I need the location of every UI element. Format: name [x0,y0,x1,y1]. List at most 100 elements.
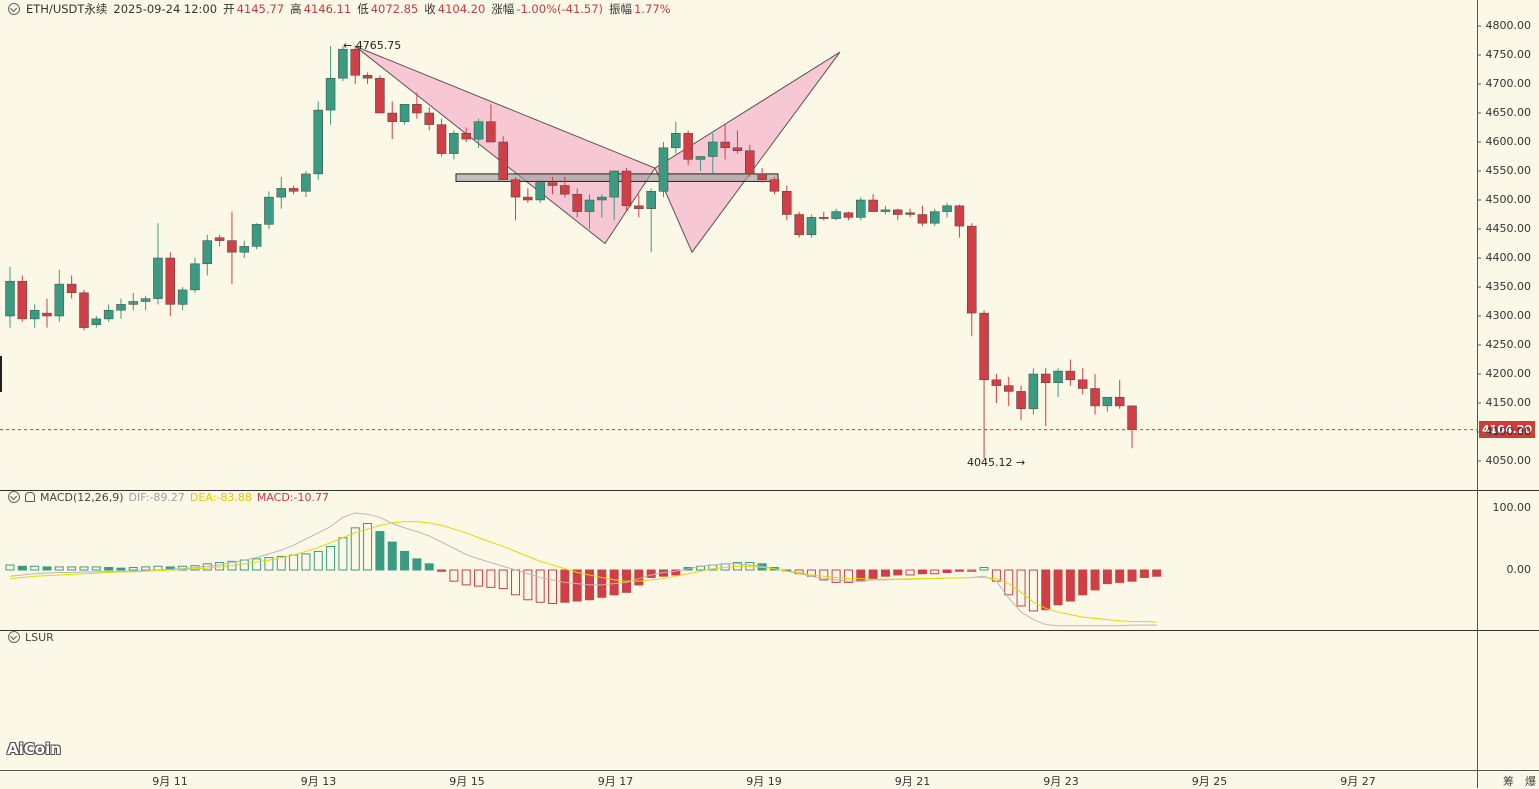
candle-body [350,48,360,76]
candle-body [140,298,151,302]
macd-bar [400,550,410,571]
candle-body [794,214,804,236]
macd-bar [128,567,138,571]
time-tick: 9月 25 [1191,775,1228,788]
collapse-toggle-icon[interactable] [8,3,20,15]
candle-body [671,133,681,149]
candle-body [116,304,126,311]
low-value: 4072.85 [370,2,419,16]
chip-label[interactable]: 筹 [1503,775,1514,788]
macd-bar [67,566,77,571]
candle-body [942,205,952,212]
macd-bar [1016,569,1026,607]
macd-bar [560,569,570,603]
macd-name[interactable]: MACD(12,26,9) [40,491,124,504]
macd-bar [363,523,373,571]
candle-body [1090,388,1100,407]
macd-bar [917,569,927,575]
candle-body [782,191,792,215]
price-tick: 4150.00 [1485,396,1532,409]
high-value: 4146.11 [303,2,352,16]
candle-body [523,196,533,201]
macd-bar [511,569,521,596]
candle-body [79,292,89,328]
macd-bar [313,550,323,571]
macd-bar [671,569,681,576]
liquidation-label[interactable]: 爆 [1525,775,1536,788]
macd-bar [42,566,52,571]
open-value: 4145.77 [236,2,285,16]
price-tick: 4800.00 [1485,19,1532,32]
macd-bar [1127,569,1137,582]
candle-body [547,182,558,186]
macd-bar [967,569,977,572]
candle-body [473,121,484,140]
macd-bar [474,569,484,587]
candle-body [375,77,385,114]
candle-body [819,217,829,219]
candle-body [301,173,311,192]
macd-bar [30,565,40,571]
change-label: 涨幅 [491,2,515,16]
macd-collapse-icon[interactable] [8,491,20,503]
time-tick: 9月 15 [449,775,485,788]
candle-body [708,141,718,157]
candle-body [486,121,496,143]
lsur-collapse-icon[interactable] [8,631,20,643]
lsur-name[interactable]: LSUR [25,631,54,644]
candle-body [5,280,15,317]
candle-body [646,191,656,209]
macd-tick: 100.00 [1492,501,1532,514]
candle-body [91,318,102,325]
candle-body [29,309,40,320]
candle-body [165,257,176,305]
edge-marker [0,356,2,392]
candle-body [190,263,200,291]
macd-bar [116,567,126,571]
candle-body [1016,391,1026,410]
candle-body [177,289,188,305]
macd-bar [387,541,397,571]
price-tick: 4400.00 [1485,251,1532,264]
candle-body [831,211,841,219]
open-label: 开 [223,2,235,16]
macd-bar [880,569,890,577]
candle-body [979,312,989,381]
macd-tick: 0.00 [1506,563,1532,576]
alert-bell-icon[interactable] [25,492,35,502]
candle-body [412,104,422,114]
macd-bar [843,569,853,583]
candle-body [695,156,706,160]
candle-body [325,77,336,111]
candle-body [769,179,780,192]
price-tick: 4650.00 [1485,106,1532,119]
macd-bar [1041,569,1051,611]
close-label: 收 [424,2,436,16]
price-tick: 4600.00 [1485,135,1532,148]
macd-dea: DEA:-83.88 [189,491,252,504]
candle-body [572,193,582,212]
candle-body [560,185,570,195]
macd-bar [17,565,27,571]
candle-body [683,133,693,160]
macd-bar [301,553,311,571]
symbol-name[interactable]: ETH/USDT永续 [26,2,108,16]
macd-bar [486,569,496,588]
macd-bar [856,569,866,582]
candle-body [930,211,940,224]
time-tick: 9月 11 [152,775,188,788]
macd-bar [609,569,619,596]
macd-bar [264,557,274,571]
macd-bar [535,569,545,603]
aicoin-logo: AiCoin [7,740,61,758]
candle-body [1077,379,1088,389]
candle-body [214,237,225,241]
candle-body [227,240,237,253]
price-tick: 4100.00 [1485,425,1532,438]
candle-body [66,283,77,294]
macd-bar [831,569,841,583]
macd-bar [326,545,336,571]
candle-body [103,309,114,320]
